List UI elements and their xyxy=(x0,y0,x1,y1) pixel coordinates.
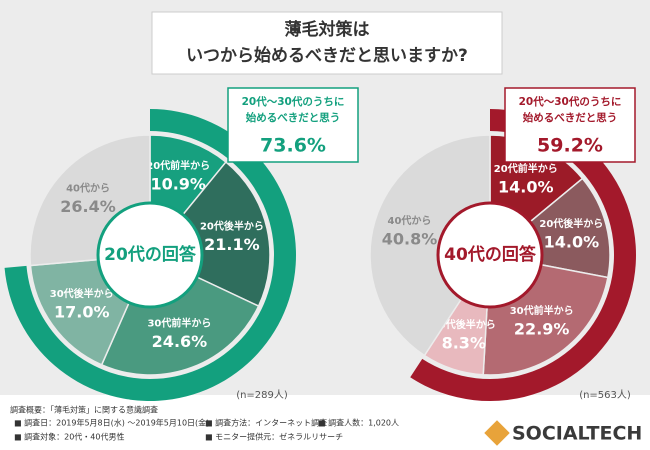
survey-item: ■ モニター提供元：ゼネラルリサーチ xyxy=(205,432,343,442)
segment-value: 14.0% xyxy=(498,177,554,196)
sample-note: (n=563人) xyxy=(579,389,631,401)
donut-segment xyxy=(148,161,271,308)
center-hole xyxy=(96,201,204,309)
segment-label: 30代後半から xyxy=(432,318,496,331)
segment-label: 40代から xyxy=(66,181,110,194)
segment-value: 24.6% xyxy=(152,332,208,351)
survey-title: 調査概要：「薄毛対策」に関する意識調査 xyxy=(10,405,158,415)
segment-value: 21.1% xyxy=(204,235,260,254)
center-label: 40代の回答 xyxy=(444,244,537,265)
callout-text: 20代～30代のうちに xyxy=(519,95,622,108)
segment-value: 17.0% xyxy=(54,302,110,321)
center-label: 20代の回答 xyxy=(104,244,197,265)
callout-box xyxy=(504,87,636,163)
segment-value: 26.4% xyxy=(60,197,116,216)
survey-item: ■ 調査人数：1,020人 xyxy=(318,418,399,428)
callout-value: 73.6% xyxy=(260,135,326,157)
segment-label: 40代から xyxy=(388,214,432,227)
footer-band xyxy=(0,395,650,450)
segment-value: 40.8% xyxy=(382,230,438,249)
center-hole xyxy=(436,201,544,309)
callout-box xyxy=(227,87,359,163)
survey-item: ■ 調査方法：インターネット調査 xyxy=(205,418,327,428)
segment-label: 30代後半から xyxy=(50,287,114,300)
sample-note: (n=289人) xyxy=(236,389,288,401)
segment-label: 20代前半から xyxy=(494,162,558,175)
segment-label: 20代前半から xyxy=(146,159,210,172)
title: いつから始めるべきだと思いますか? xyxy=(186,45,468,66)
title: 薄毛対策は xyxy=(285,19,370,40)
segment-value: 8.3% xyxy=(442,333,486,352)
segment-value: 22.9% xyxy=(514,320,570,339)
segment-label: 30代前半から xyxy=(510,304,574,317)
callout-text: 始めるべきだと思う xyxy=(523,111,618,124)
callout-text: 20代～30代のうちに xyxy=(242,95,345,108)
logo-icon xyxy=(484,420,510,446)
segment-label: 20代後半から xyxy=(200,219,264,232)
logo: SOCIALTECH xyxy=(512,423,642,445)
segment-value: 10.9% xyxy=(150,174,206,193)
callout-value: 59.2% xyxy=(537,135,603,157)
segment-label: 30代前半から xyxy=(147,317,211,330)
donut-segment xyxy=(369,134,491,357)
survey-item: ■ 調査日：2019年5月8日(水) ～2019年5月10日(金) xyxy=(14,418,209,428)
callout-text: 始めるべきだと思う xyxy=(246,111,341,124)
title-box xyxy=(151,11,503,75)
segment-value: 14.0% xyxy=(544,233,600,252)
segment-label: 20代後半から xyxy=(539,217,603,230)
survey-item: ■ 調査対象：20代・40代男性 xyxy=(14,432,124,442)
callout-band xyxy=(410,109,636,402)
